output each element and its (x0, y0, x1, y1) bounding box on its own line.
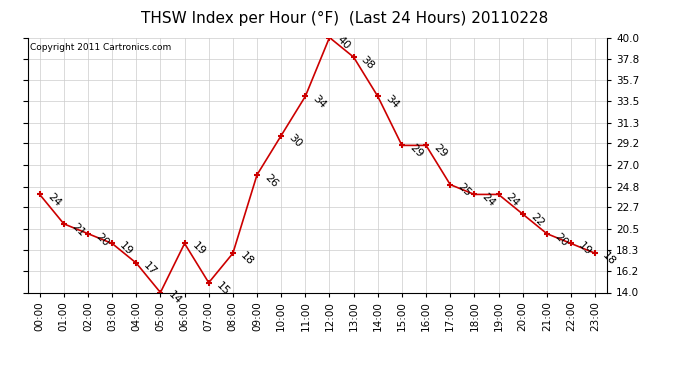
Text: 38: 38 (359, 54, 376, 71)
Text: 20: 20 (94, 231, 110, 248)
Text: 17: 17 (142, 260, 159, 278)
Text: 24: 24 (480, 192, 497, 209)
Text: 40: 40 (335, 35, 352, 52)
Text: 34: 34 (384, 94, 400, 111)
Text: THSW Index per Hour (°F)  (Last 24 Hours) 20110228: THSW Index per Hour (°F) (Last 24 Hours)… (141, 11, 549, 26)
Text: 25: 25 (456, 182, 473, 199)
Text: 26: 26 (263, 172, 279, 189)
Text: 18: 18 (601, 251, 618, 267)
Text: 34: 34 (311, 94, 328, 111)
Text: 19: 19 (577, 241, 593, 258)
Text: 19: 19 (118, 241, 135, 258)
Text: 21: 21 (70, 221, 86, 238)
Text: 19: 19 (190, 241, 207, 258)
Text: 18: 18 (239, 251, 255, 267)
Text: Copyright 2011 Cartronics.com: Copyright 2011 Cartronics.com (30, 43, 172, 52)
Text: 24: 24 (504, 192, 521, 209)
Text: 20: 20 (553, 231, 569, 248)
Text: 30: 30 (287, 133, 304, 150)
Text: 29: 29 (408, 142, 424, 160)
Text: 22: 22 (529, 211, 545, 228)
Text: 29: 29 (432, 142, 448, 160)
Text: 24: 24 (46, 192, 62, 209)
Text: 14: 14 (166, 290, 183, 307)
Text: 15: 15 (215, 280, 231, 297)
